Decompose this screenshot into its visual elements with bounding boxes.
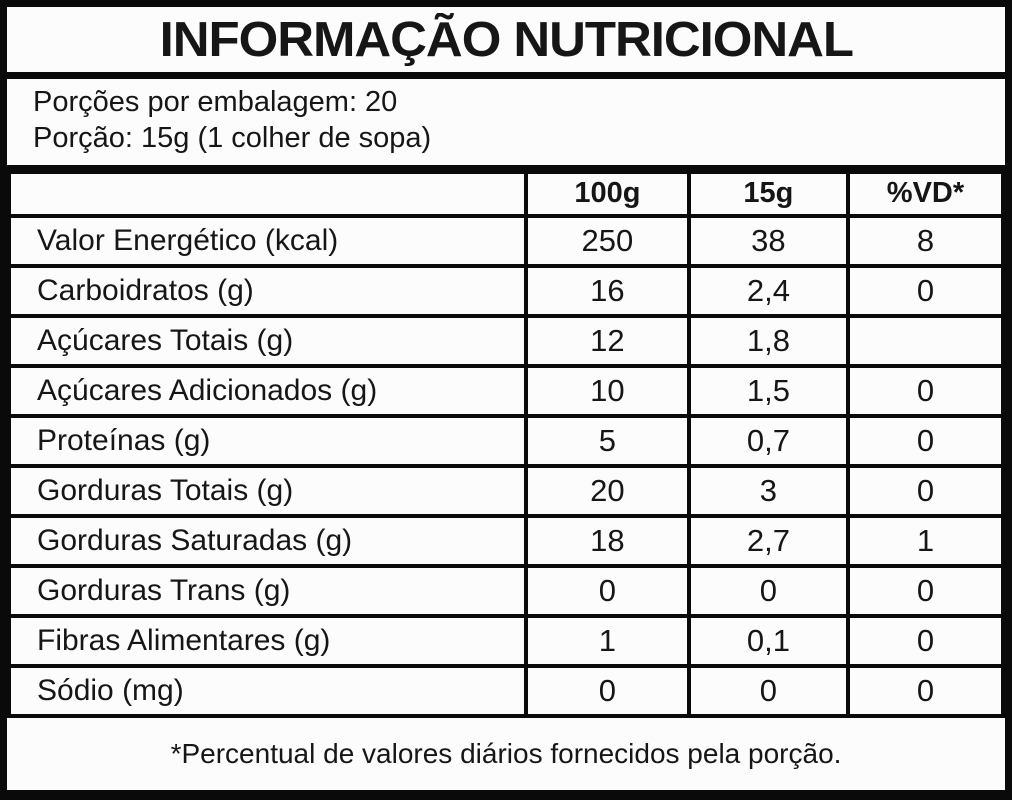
value-100g: 16: [523, 263, 691, 318]
nutrient-name: Valor Energético (kcal): [7, 213, 528, 268]
nutrition-table: 100g 15g %VD* Valor Energético (kcal) 25…: [7, 169, 1005, 718]
table-row: Açúcares Totais (g) 12 1,8: [7, 313, 1005, 368]
value-100g: 0: [523, 563, 691, 618]
value-15g: 3: [686, 463, 850, 518]
value-vd: 0: [845, 413, 1005, 468]
value-vd: 8: [845, 213, 1005, 268]
value-vd: 0: [845, 563, 1005, 618]
serving-info: Porções por embalagem: 20 Porção: 15g (1…: [7, 79, 1005, 170]
value-100g: 0: [523, 663, 691, 718]
value-15g: 2,7: [686, 513, 850, 568]
nutrient-name: Proteínas (g): [7, 413, 528, 468]
column-header-15g: 15g: [686, 169, 850, 218]
nutrient-name: Fibras Alimentares (g): [7, 613, 528, 668]
value-15g: 1,5: [686, 363, 850, 418]
nutrient-name: Gorduras Totais (g): [7, 463, 528, 518]
value-100g: 1: [523, 613, 691, 668]
table-row: Açúcares Adicionados (g) 10 1,5 0: [7, 363, 1005, 418]
value-100g: 250: [523, 213, 691, 268]
nutrient-name: Gorduras Trans (g): [7, 563, 528, 618]
table-row: Fibras Alimentares (g) 1 0,1 0: [7, 613, 1005, 668]
daily-value-footnote: *Percentual de valores diários fornecido…: [170, 737, 842, 769]
table-row: Sódio (mg) 0 0 0: [7, 663, 1005, 718]
title-bar: INFORMAÇÃO NUTRICIONAL: [7, 7, 1005, 79]
value-vd: 0: [845, 263, 1005, 318]
column-header-100g: 100g: [523, 169, 691, 218]
servings-per-package: Porções por embalagem: 20: [33, 86, 398, 118]
table-row: Valor Energético (kcal) 250 38 8: [7, 213, 1005, 268]
serving-size: Porção: 15g (1 colher de sopa): [33, 122, 432, 155]
table-row: Gorduras Saturadas (g) 18 2,7 1: [7, 513, 1005, 568]
table-row: Gorduras Totais (g) 20 3 0: [7, 463, 1005, 518]
value-15g: 0,1: [686, 613, 850, 668]
value-vd: 0: [845, 463, 1005, 518]
value-15g: 2,4: [686, 263, 850, 318]
value-vd: 0: [845, 363, 1005, 418]
table-row: Proteínas (g) 5 0,7 0: [7, 413, 1005, 468]
value-100g: 10: [523, 363, 691, 418]
nutrient-name: Carboidratos (g): [7, 263, 528, 318]
value-100g: 18: [523, 513, 691, 568]
column-header-vd: %VD*: [845, 169, 1005, 218]
value-100g: 5: [523, 413, 691, 468]
page-title: INFORMAÇÃO NUTRICIONAL: [159, 12, 853, 67]
table-header-row: 100g 15g %VD*: [7, 169, 1005, 218]
nutrient-name: Sódio (mg): [7, 663, 528, 718]
nutrient-name: Açúcares Totais (g): [7, 313, 528, 368]
value-15g: 0: [686, 663, 850, 718]
value-vd: 0: [845, 663, 1005, 718]
value-15g: 1,8: [686, 313, 850, 368]
value-100g: 12: [523, 313, 691, 368]
column-header-label: [7, 169, 528, 218]
value-vd: 1: [845, 513, 1005, 568]
value-vd: 0: [845, 613, 1005, 668]
table-row: Gorduras Trans (g) 0 0 0: [7, 563, 1005, 618]
table-row: Carboidratos (g) 16 2,4 0: [7, 263, 1005, 318]
value-15g: 38: [686, 213, 850, 268]
value-vd: [845, 313, 1005, 368]
value-100g: 20: [523, 463, 691, 518]
value-15g: 0,7: [686, 413, 850, 468]
value-15g: 0: [686, 563, 850, 618]
nutrient-name: Açúcares Adicionados (g): [7, 363, 528, 418]
nutrient-name: Gorduras Saturadas (g): [7, 513, 528, 568]
